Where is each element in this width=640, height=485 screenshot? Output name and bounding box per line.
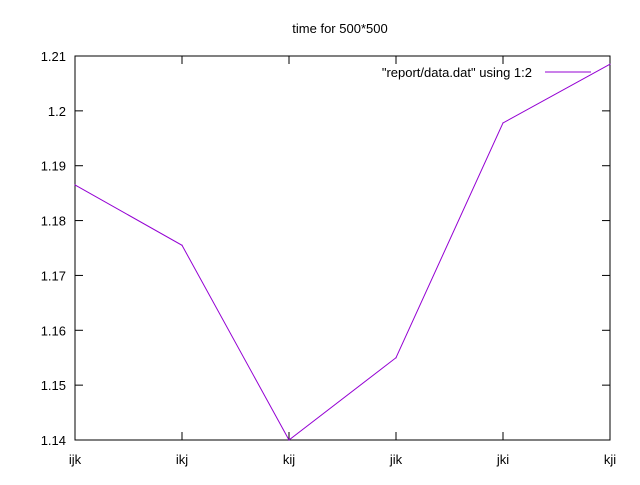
- y-tick-label: 1.2: [48, 104, 66, 119]
- y-tick-label: 1.14: [41, 433, 66, 448]
- plot-frame: [74, 55, 611, 441]
- legend-label: "report/data.dat" using 1:2: [382, 65, 532, 80]
- data-point: [395, 357, 397, 359]
- x-tick-label: jik: [389, 452, 403, 467]
- x-tick-label: jki: [496, 452, 509, 467]
- data-point: [609, 63, 611, 65]
- data-point: [181, 244, 183, 246]
- x-tick-label: ikj: [176, 452, 188, 467]
- y-tick-label: 1.15: [41, 378, 66, 393]
- series-line: [74, 63, 611, 441]
- legend: "report/data.dat" using 1:2: [382, 65, 591, 80]
- y-tick-label: 1.19: [41, 159, 66, 174]
- x-tick-label: kji: [604, 452, 616, 467]
- chart-title: time for 500*500: [292, 21, 387, 36]
- y-tick-label: 1.18: [41, 214, 66, 229]
- y-tick-label: 1.16: [41, 323, 66, 338]
- x-tick-label: kij: [283, 452, 295, 467]
- series-layer: [74, 63, 611, 441]
- x-tick-label: ijk: [69, 452, 82, 467]
- y-tick-label: 1.21: [41, 49, 66, 64]
- data-point: [502, 122, 504, 124]
- data-point: [288, 439, 290, 441]
- x-axis: ijk ikj kij jik jki kji: [69, 56, 616, 467]
- data-point: [74, 184, 76, 186]
- y-axis: 1.14 1.15 1.16 1.17 1.18 1.19 1.2 1.21: [41, 49, 610, 448]
- y-tick-label: 1.17: [41, 268, 66, 283]
